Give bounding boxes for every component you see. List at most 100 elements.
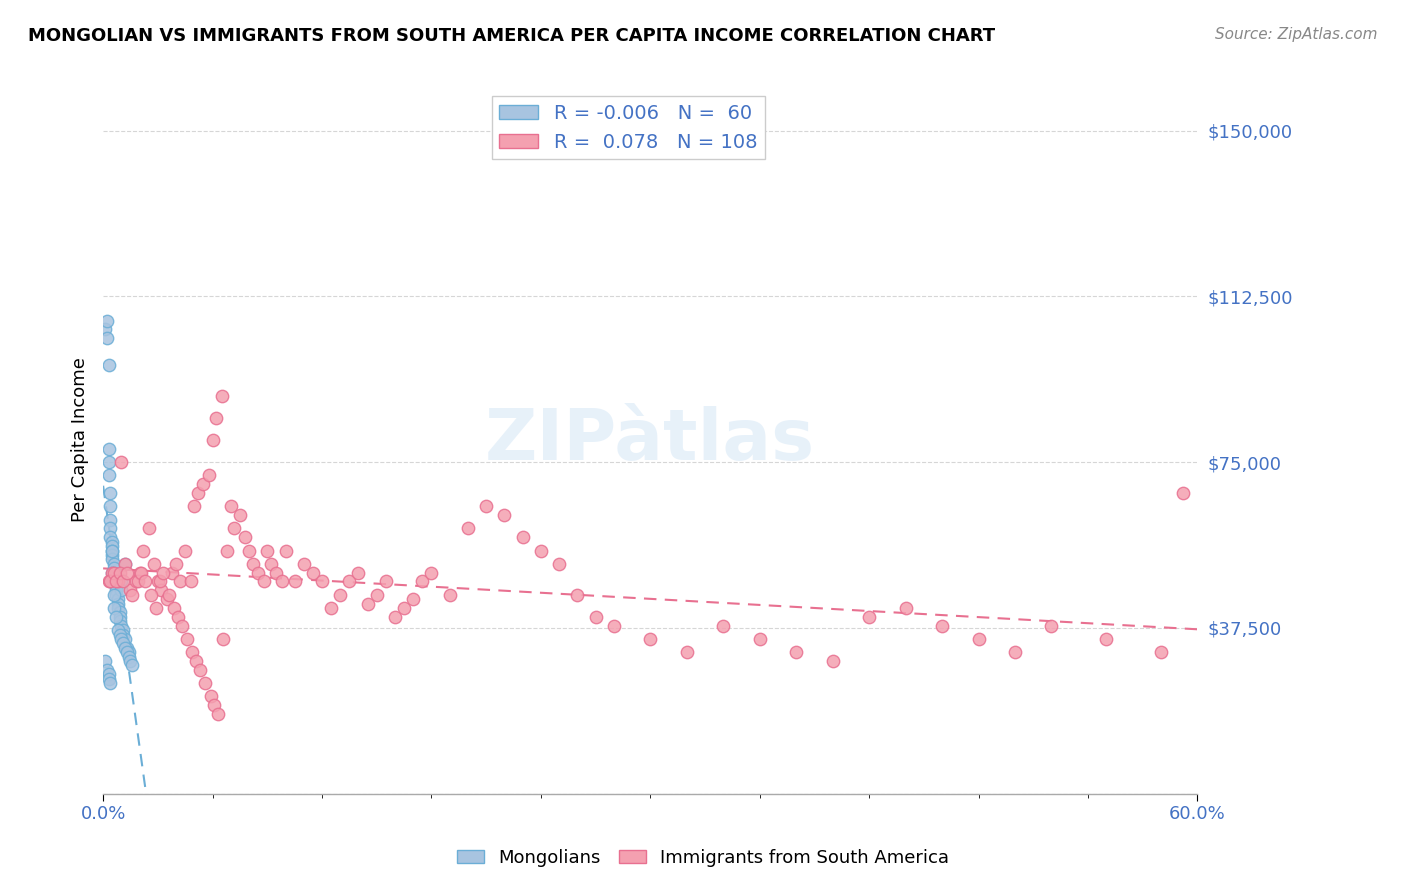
- Point: [112, 574, 135, 589]
- Point: [97, 667, 120, 681]
- Point: [118, 645, 141, 659]
- Point: [121, 658, 143, 673]
- Point: [748, 632, 770, 646]
- Point: [530, 543, 553, 558]
- Point: [104, 610, 127, 624]
- Point: [145, 601, 167, 615]
- Point: [101, 539, 124, 553]
- Point: [94, 322, 117, 336]
- Point: [104, 588, 127, 602]
- Point: [439, 588, 461, 602]
- Point: [457, 521, 479, 535]
- Point: [260, 557, 283, 571]
- Point: [193, 477, 215, 491]
- Point: [128, 566, 150, 580]
- Point: [112, 627, 135, 641]
- Point: [374, 574, 396, 589]
- Point: [1040, 618, 1063, 632]
- Point: [170, 618, 193, 632]
- Point: [274, 543, 297, 558]
- Point: [247, 566, 270, 580]
- Point: [512, 530, 534, 544]
- Point: [194, 676, 217, 690]
- Point: [115, 566, 138, 580]
- Point: [108, 627, 131, 641]
- Point: [132, 543, 155, 558]
- Point: [114, 632, 136, 646]
- Point: [224, 521, 246, 535]
- Point: [392, 601, 415, 615]
- Point: [420, 566, 443, 580]
- Point: [101, 552, 124, 566]
- Point: [100, 521, 122, 535]
- Point: [638, 632, 661, 646]
- Point: [139, 588, 162, 602]
- Y-axis label: Per Capita Income: Per Capita Income: [72, 358, 89, 523]
- Point: [112, 636, 135, 650]
- Point: [366, 588, 388, 602]
- Point: [967, 632, 990, 646]
- Point: [585, 610, 607, 624]
- Point: [115, 645, 138, 659]
- Point: [101, 566, 124, 580]
- Point: [110, 574, 132, 589]
- Point: [134, 574, 156, 589]
- Point: [108, 566, 131, 580]
- Point: [114, 557, 136, 571]
- Point: [114, 640, 136, 655]
- Point: [107, 574, 129, 589]
- Point: [100, 574, 122, 589]
- Point: [107, 601, 129, 615]
- Point: [1004, 645, 1026, 659]
- Point: [181, 645, 204, 659]
- Point: [104, 574, 127, 589]
- Point: [256, 543, 278, 558]
- Point: [270, 574, 292, 589]
- Point: [603, 618, 626, 632]
- Point: [100, 513, 122, 527]
- Point: [1171, 486, 1194, 500]
- Point: [101, 534, 124, 549]
- Point: [207, 707, 229, 722]
- Point: [567, 588, 589, 602]
- Point: [107, 623, 129, 637]
- Point: [127, 574, 149, 589]
- Point: [110, 618, 132, 632]
- Point: [110, 632, 132, 646]
- Point: [211, 389, 233, 403]
- Point: [107, 592, 129, 607]
- Point: [167, 610, 190, 624]
- Point: [97, 455, 120, 469]
- Point: [219, 500, 242, 514]
- Point: [112, 623, 135, 637]
- Point: [217, 543, 239, 558]
- Text: MONGOLIAN VS IMMIGRANTS FROM SOUTH AMERICA PER CAPITA INCOME CORRELATION CHART: MONGOLIAN VS IMMIGRANTS FROM SOUTH AMERI…: [28, 27, 995, 45]
- Point: [157, 588, 180, 602]
- Point: [311, 574, 333, 589]
- Point: [187, 486, 209, 500]
- Point: [146, 574, 169, 589]
- Point: [1095, 632, 1118, 646]
- Point: [201, 433, 224, 447]
- Point: [292, 557, 315, 571]
- Text: ZIPàtlas: ZIPàtlas: [485, 406, 815, 475]
- Point: [252, 574, 274, 589]
- Point: [97, 574, 120, 589]
- Point: [114, 557, 136, 571]
- Point: [347, 566, 370, 580]
- Point: [96, 331, 118, 345]
- Point: [149, 574, 172, 589]
- Point: [103, 561, 125, 575]
- Point: [96, 663, 118, 677]
- Point: [475, 500, 498, 514]
- Point: [103, 557, 125, 571]
- Point: [118, 649, 141, 664]
- Point: [284, 574, 307, 589]
- Point: [108, 614, 131, 628]
- Point: [402, 592, 425, 607]
- Point: [235, 530, 257, 544]
- Point: [337, 574, 360, 589]
- Point: [384, 610, 406, 624]
- Point: [152, 566, 174, 580]
- Point: [108, 610, 131, 624]
